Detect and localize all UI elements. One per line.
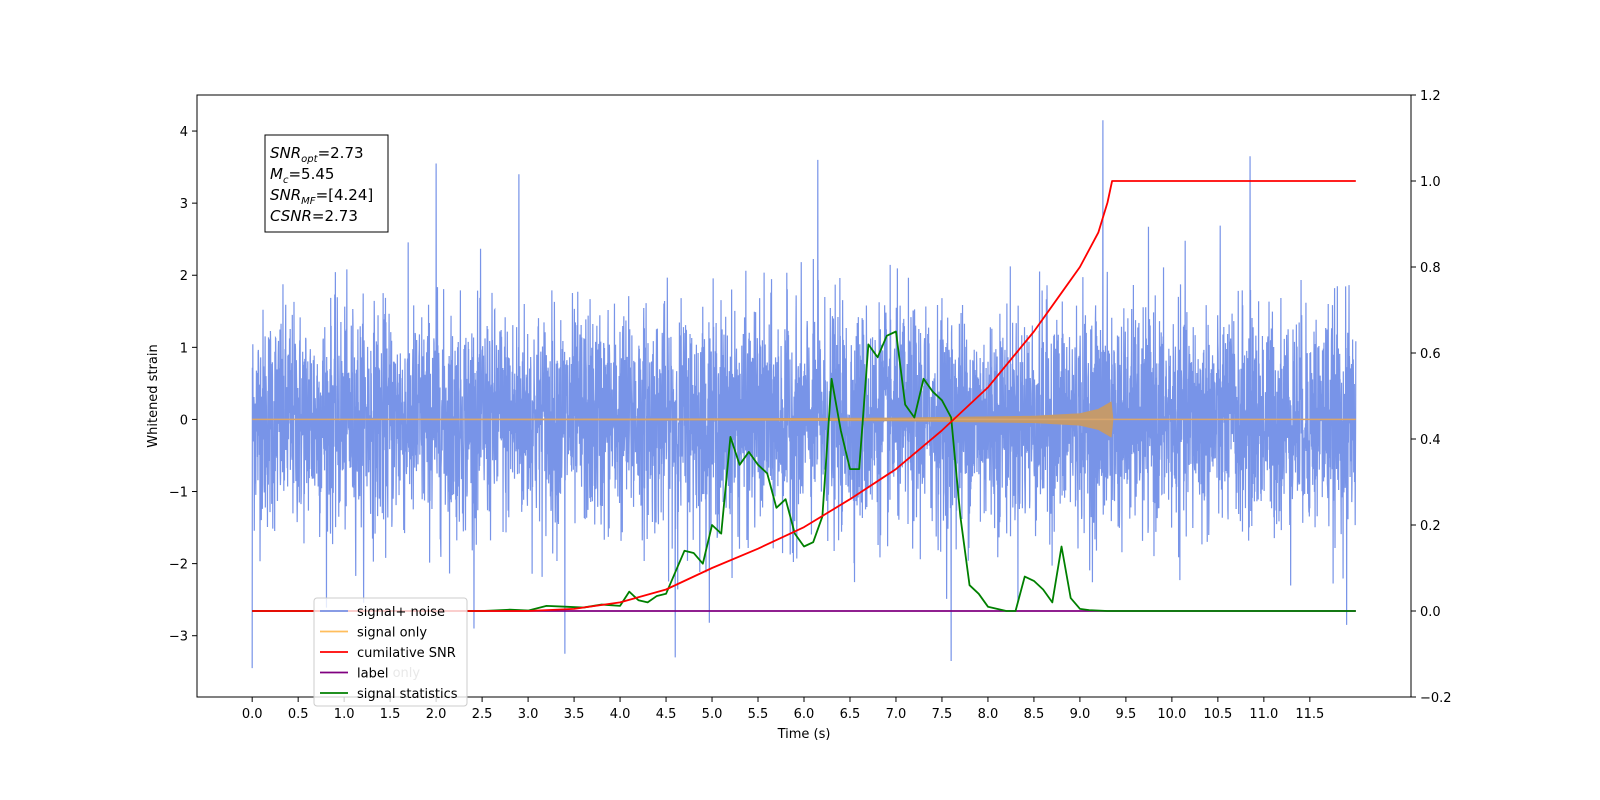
y2-tick-label: 0.6: [1420, 347, 1441, 362]
annotation-subscript: opt: [301, 154, 318, 165]
x-tick-label: 6.0: [794, 707, 815, 722]
x-tick-label: 11.0: [1249, 707, 1278, 722]
annotation-subscript: c: [283, 175, 289, 186]
annotation-value: =2.73: [318, 144, 364, 162]
x-tick-label: 2.5: [472, 707, 493, 722]
y2-tick-label: 0.0: [1420, 605, 1441, 620]
series-cumilative-snr: [252, 180, 1356, 612]
x-tick-label: 8.0: [978, 707, 999, 722]
y-tick-label: −3: [169, 630, 188, 645]
y2-tick-label: 1.2: [1420, 89, 1441, 104]
x-tick-label: 2.0: [426, 707, 447, 722]
y-tick-label: 2: [180, 269, 188, 284]
legend: label only signal+ noise signal only cumila…: [313, 597, 468, 707]
x-tick-label: 5.0: [702, 707, 723, 722]
y-tick-label: 1: [180, 341, 188, 356]
x-tick-label: 7.5: [932, 707, 953, 722]
x-tick-label: 8.5: [1024, 707, 1045, 722]
y-tick-label: 0: [180, 413, 188, 428]
y2-tick-label: 0.8: [1420, 261, 1441, 276]
y2-tick-label: 0.2: [1420, 519, 1441, 534]
y2-tick-label: −0.2: [1420, 691, 1452, 706]
legend-label: signal+ noise: [357, 605, 445, 620]
x-axis: 0.0 0.5 1.0 1.5 2.0 2.5 3.0 3.5 4.0 4.5 5.0 5.5 6.0 6…: [242, 697, 1324, 722]
x-tick-label: 0.0: [242, 707, 263, 722]
annotation-symbol: SNR: [270, 186, 301, 204]
x-tick-label: 4.5: [656, 707, 677, 722]
annotation-line: SNRMF=[4.24]: [270, 186, 373, 207]
legend-hidden-label: label only: [357, 666, 420, 681]
x-tick-label: 0.5: [288, 707, 309, 722]
x-tick-label: 5.5: [748, 707, 769, 722]
annotation-line: CSNR=2.73: [270, 207, 358, 225]
annotation-subscript: MF: [301, 196, 316, 207]
x-tick-label: 3.0: [518, 707, 539, 722]
y-tick-label: 4: [180, 125, 188, 140]
annotation-value: =5.45: [288, 165, 334, 183]
x-tick-label: 10.5: [1203, 707, 1232, 722]
x-axis-label: Time (s): [777, 727, 831, 742]
legend-label: cumilative SNR: [357, 646, 456, 661]
x-tick-label: 1.0: [334, 707, 355, 722]
legend-label: label: [357, 667, 388, 682]
y-axis-left: −3 −2 −1 0 1 2 3 4: [169, 125, 197, 645]
annotation-frame: [264, 134, 389, 233]
x-tick-label: 9.0: [1070, 707, 1091, 722]
x-tick-label: 4.0: [610, 707, 631, 722]
annotation-line: SNRopt=2.73: [270, 144, 364, 165]
annotation-symbol: M: [270, 165, 283, 183]
annotation-value: =2.73: [312, 207, 358, 225]
noise-line: [251, 120, 1357, 669]
annotation-symbol: SNR: [270, 144, 301, 162]
x-tick-label: 7.0: [886, 707, 907, 722]
legend-label: signal only: [357, 626, 427, 641]
y-tick-label: −1: [169, 486, 188, 501]
x-tick-label: 3.5: [564, 707, 585, 722]
legend-label: signal statistics: [357, 687, 458, 702]
x-tick-label: 10.0: [1157, 707, 1186, 722]
series-signal-noise: [251, 120, 1357, 669]
y-tick-label: −2: [169, 558, 188, 573]
x-tick-label: 9.5: [1116, 707, 1137, 722]
y-tick-label: 3: [180, 197, 188, 212]
y-axis-right: −0.2 0.0 0.2 0.4 0.6 0.8 1.0 1.2: [1411, 89, 1452, 706]
y2-tick-label: 0.4: [1420, 433, 1441, 448]
legend-frame: [313, 597, 468, 707]
series-signal-only: [252, 401, 1356, 438]
annotation-value: =[4.24]: [316, 186, 374, 204]
cumilative-snr-line: [252, 180, 1356, 612]
x-tick-label: 1.5: [380, 707, 401, 722]
annotation-line: Mc=5.45: [270, 165, 334, 186]
x-tick-label: 11.5: [1295, 707, 1324, 722]
x-tick-label: 6.5: [840, 707, 861, 722]
annotation-symbol: CSNR: [270, 207, 312, 225]
y-axis-label: Whitened strain: [146, 344, 161, 447]
y2-tick-label: 1.0: [1420, 175, 1441, 190]
